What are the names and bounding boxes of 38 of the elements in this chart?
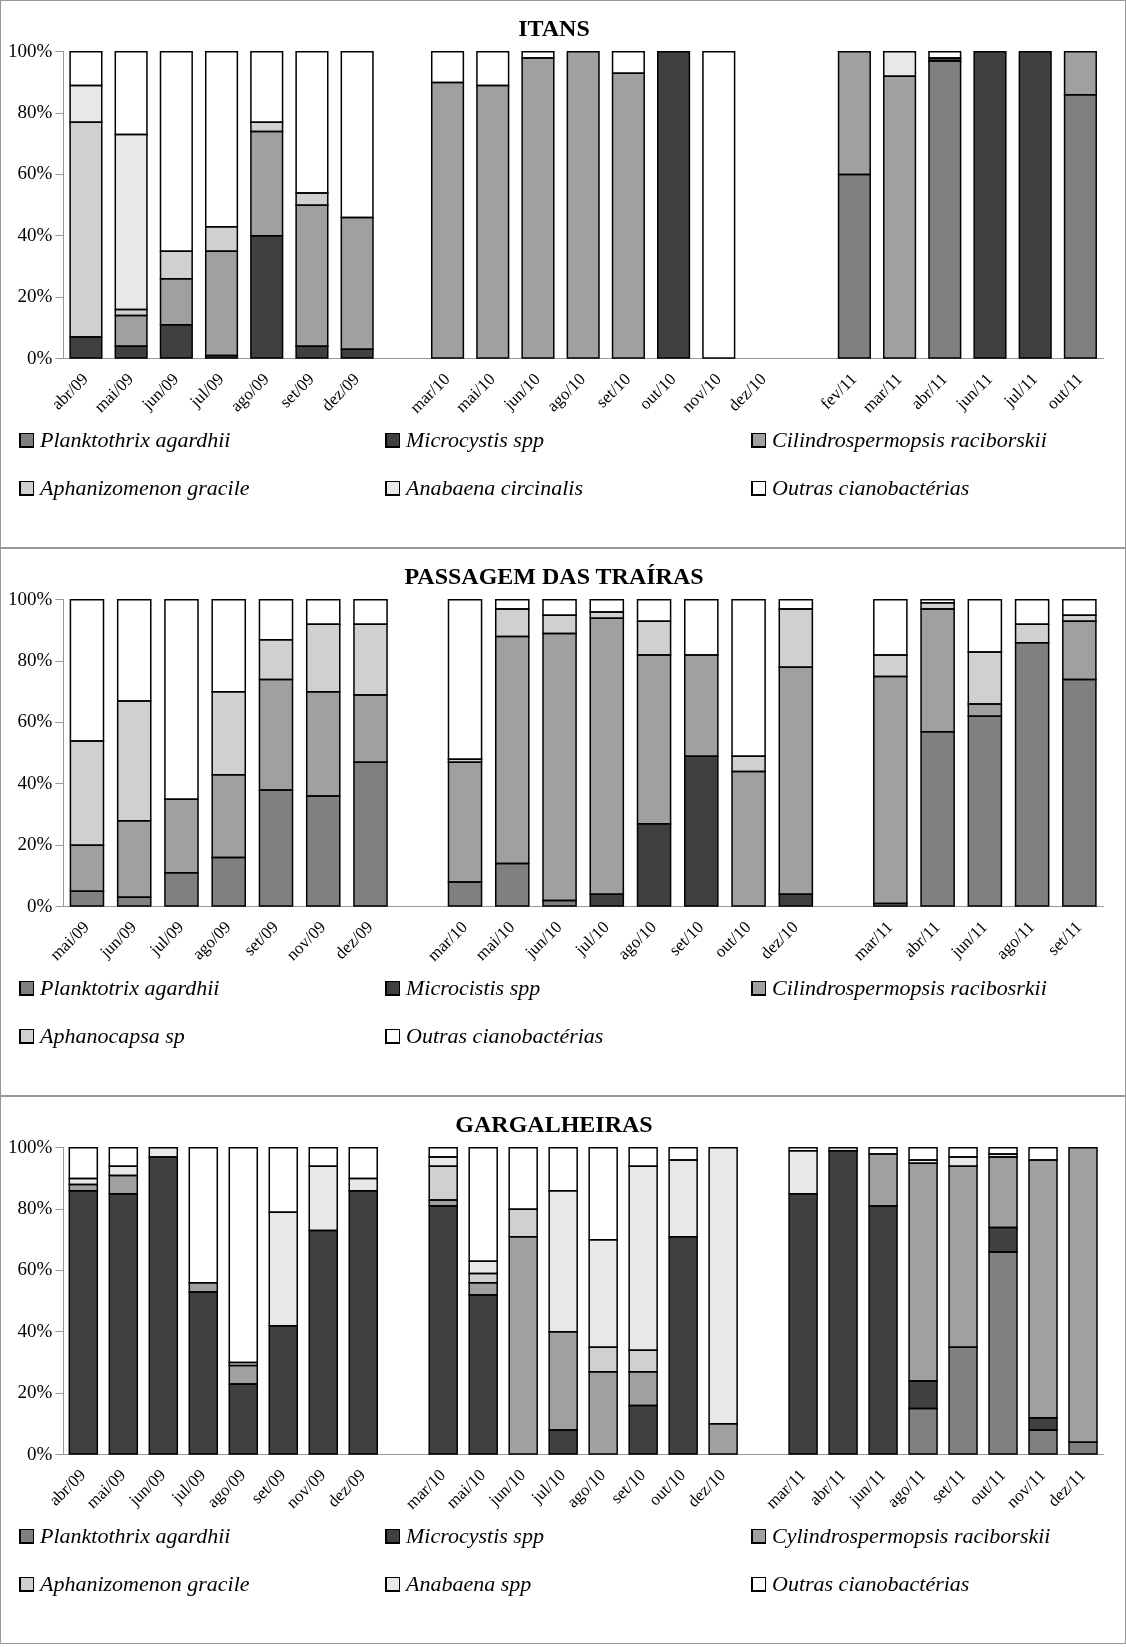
legend-label: Planktothrix agardhii: [40, 427, 231, 453]
legend-label: Microcystis spp: [406, 427, 544, 453]
y-tick-label: 0%: [27, 1442, 53, 1464]
y-tick-label: 40%: [17, 223, 53, 245]
legend-label: Aphanizomenon gracile: [40, 1571, 250, 1597]
y-tick-label: 20%: [17, 833, 53, 855]
y-tick-label: 60%: [17, 1258, 53, 1280]
y-tick-label: 80%: [17, 101, 53, 123]
y-tick-label: 80%: [17, 1197, 53, 1219]
chart-title: ITANS: [518, 14, 590, 41]
legend-label: Outras cianobactérias: [406, 1023, 604, 1049]
legend-label: Cilindrospermopsis raciborskii: [772, 427, 1047, 453]
legend-label: Outras cianobactérias: [772, 1571, 970, 1597]
legend-label: Outras cianobactérias: [772, 475, 970, 501]
legend-label: Anabaena spp: [406, 1571, 532, 1597]
y-tick-label: 40%: [17, 1319, 53, 1341]
y-tick-label: 100%: [8, 587, 53, 609]
y-tick-label: 0%: [27, 346, 53, 368]
legend-label: Aphanizomenon gracile: [40, 475, 250, 501]
y-tick-label: 100%: [8, 39, 53, 61]
y-tick-label: 80%: [17, 649, 53, 671]
legend-label: Planktothrix agardhii: [40, 1523, 231, 1549]
chart-title: GARGALHEIRAS: [455, 1110, 653, 1137]
y-tick-label: 60%: [17, 710, 53, 732]
legend-label: Cylindrospermopsis raciborskii: [772, 1523, 1051, 1549]
chart-title: PASSAGEM DAS TRAÍRAS: [404, 562, 704, 589]
legend-label: Microcystis spp: [406, 1523, 544, 1549]
y-tick-label: 20%: [17, 1381, 53, 1403]
legend-label: Aphanocapsa sp: [40, 1023, 185, 1049]
y-tick-label: 100%: [8, 1135, 53, 1157]
y-tick-label: 40%: [17, 771, 53, 793]
legend-label: Planktotrix agardhii: [40, 975, 220, 1001]
y-tick-label: 20%: [17, 285, 53, 307]
y-tick-label: 60%: [17, 162, 53, 184]
legend-label: Anabaena circinalis: [406, 475, 583, 501]
legend-label: Cilindrospermopsis racibosrkii: [772, 975, 1047, 1001]
y-tick-label: 0%: [27, 894, 53, 916]
legend-label: Microcistis spp: [406, 975, 541, 1001]
